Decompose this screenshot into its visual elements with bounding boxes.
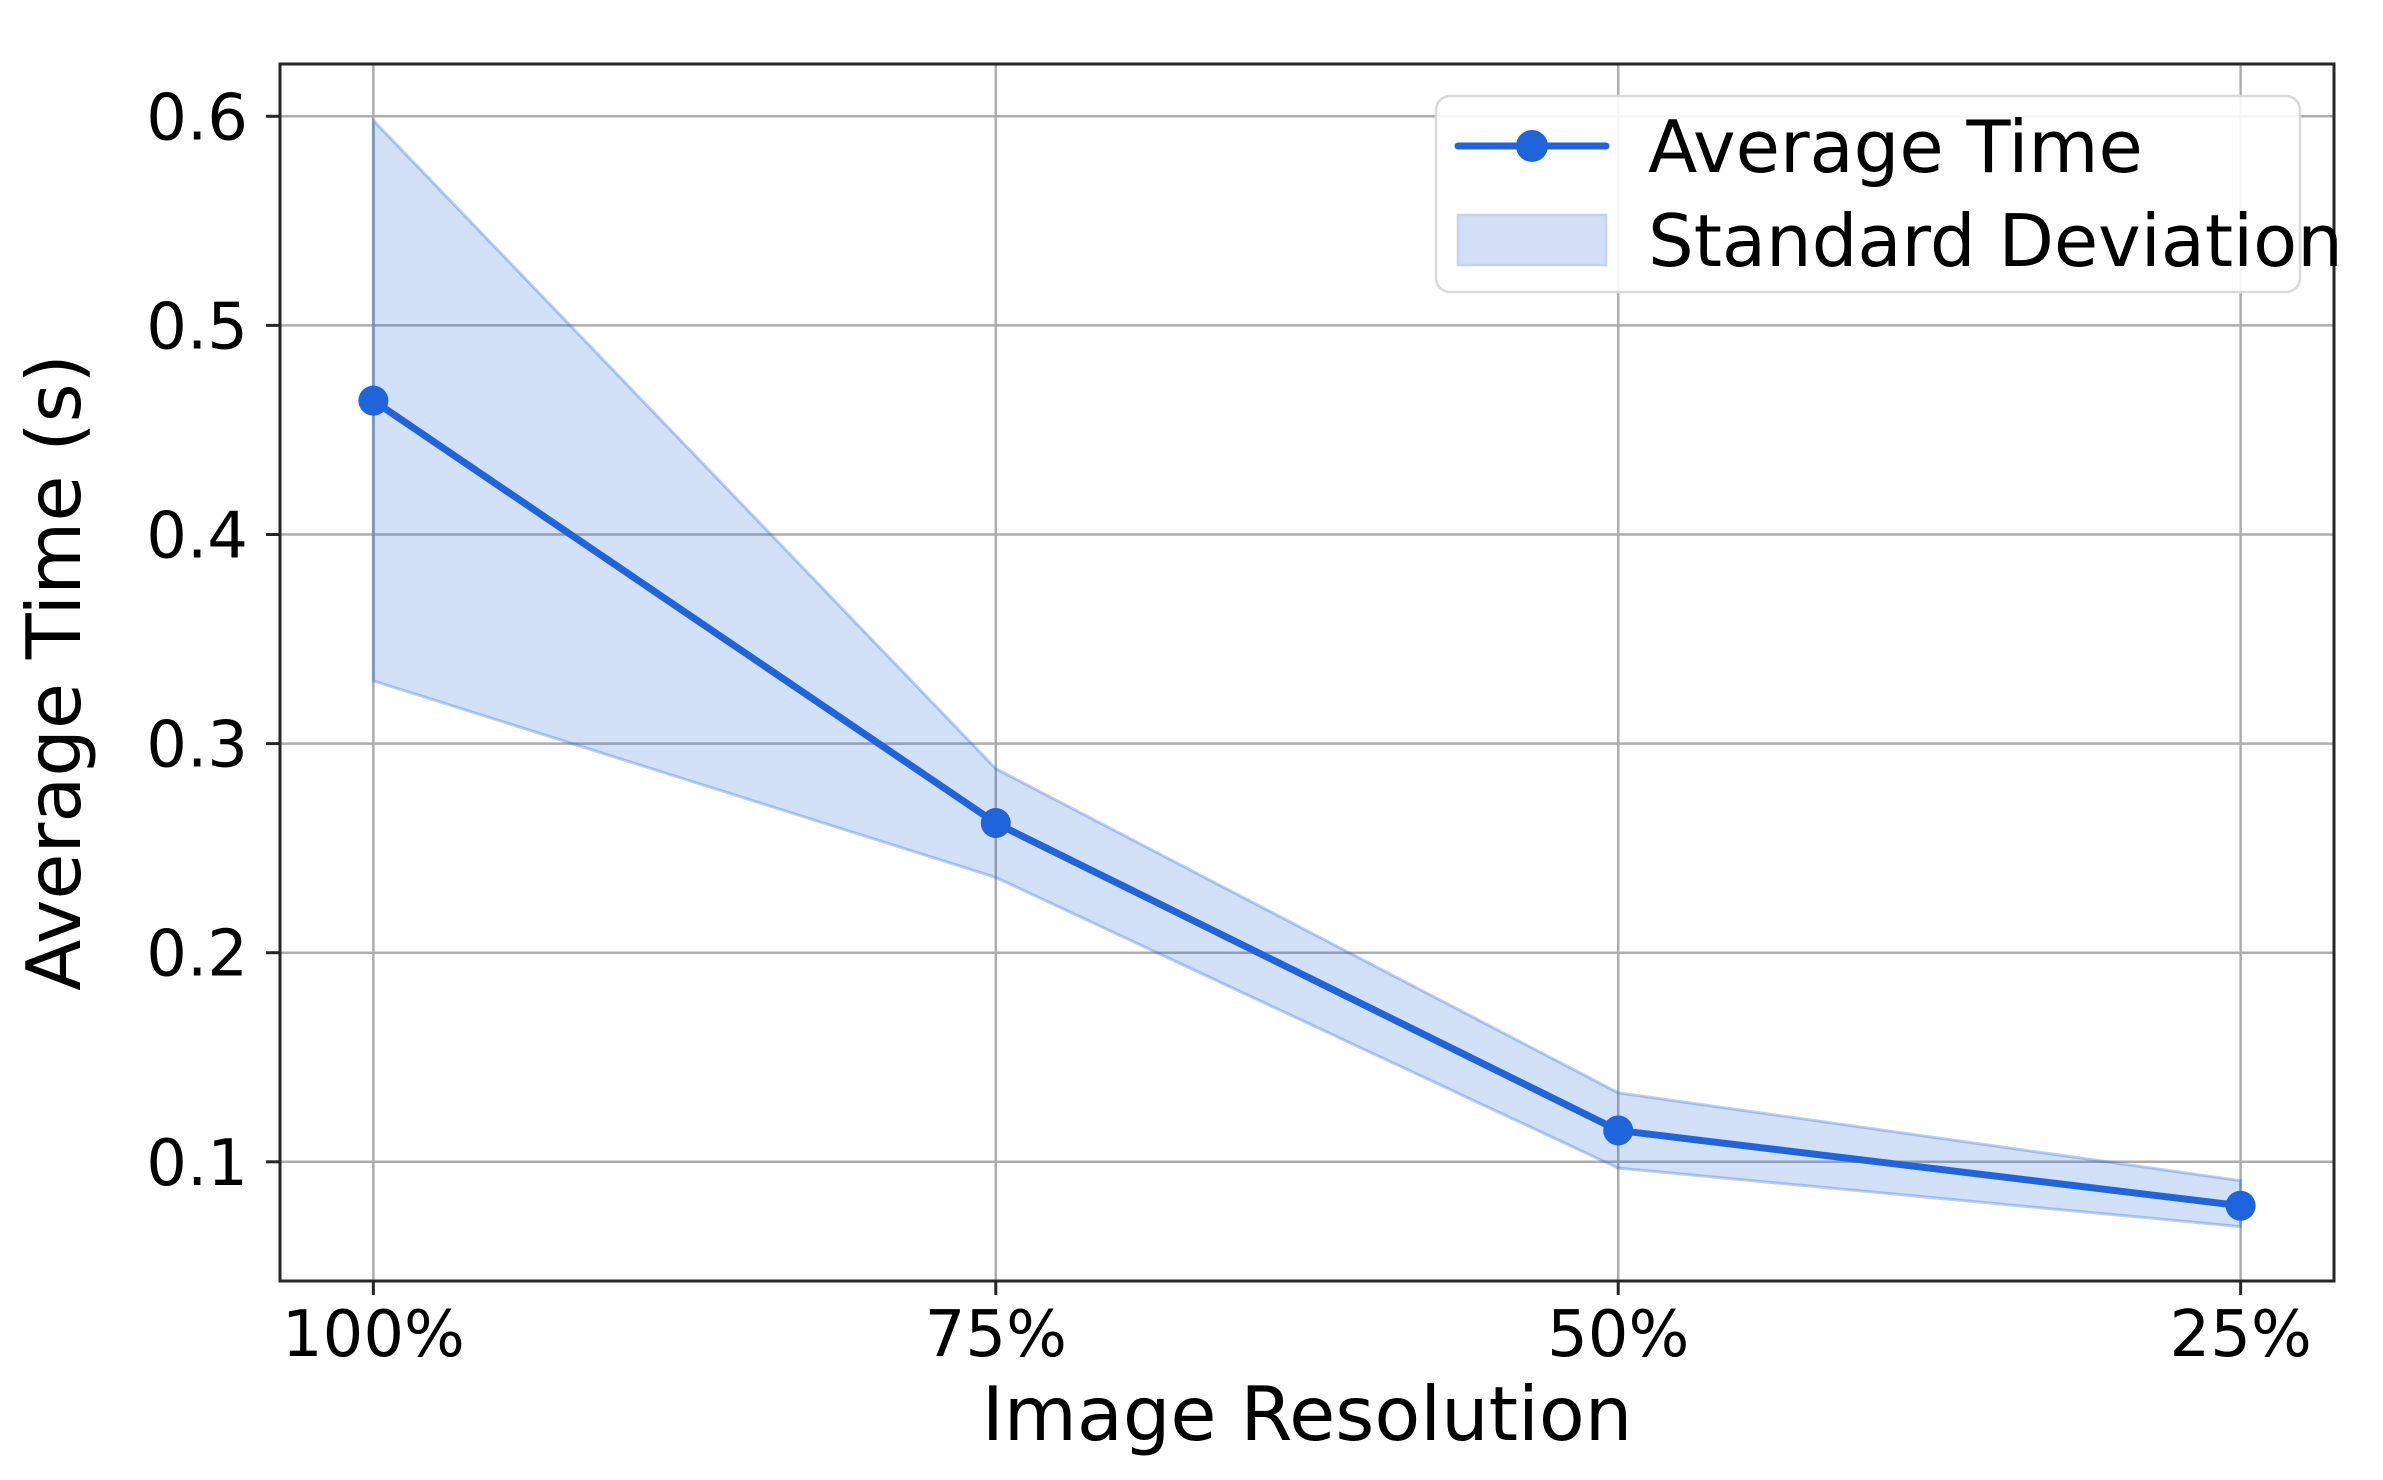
x-tick-label-100%: 100%	[282, 1298, 465, 1372]
legend-label-average-time: Average Time	[1648, 105, 2143, 189]
std-deviation-band	[371, 116, 2243, 1229]
data-point-75%	[980, 808, 1011, 839]
y-tick-label-0.3: 0.3	[146, 709, 248, 783]
y-tick-labels: 0.1 0.2 0.3 0.4 0.5 0.6	[146, 81, 248, 1201]
plot-border	[278, 62, 2336, 1283]
legend-patch-icon	[1456, 213, 1608, 267]
tick-marks	[266, 114, 2243, 1295]
data-point-100%	[358, 385, 389, 416]
legend-label-standard-deviation: Standard Deviation	[1648, 199, 2343, 283]
x-axis-label: Image Resolution	[982, 1370, 1633, 1458]
y-tick-label-0.1: 0.1	[146, 1127, 248, 1201]
data-points	[358, 385, 2256, 1221]
data-point-25%	[2225, 1190, 2256, 1221]
legend-box	[1434, 94, 2302, 294]
y-tick-label-0.6: 0.6	[146, 81, 248, 155]
x-tick-label-75%: 75%	[925, 1298, 1067, 1372]
y-tick-label-0.2: 0.2	[146, 918, 248, 992]
x-tick-labels: 100% 75% 50% 25%	[282, 1298, 2312, 1372]
y-axis-label: Average Time (s)	[10, 354, 98, 991]
y-tick-label-0.5: 0.5	[146, 290, 248, 364]
legend-marker-icon	[1516, 130, 1548, 162]
x-tick-label-50%: 50%	[1547, 1298, 1689, 1372]
data-point-50%	[1603, 1115, 1634, 1146]
average-time-line	[369, 397, 2245, 1210]
y-tick-label-0.4: 0.4	[146, 499, 248, 573]
x-tick-label-25%: 25%	[2170, 1298, 2312, 1372]
legend: Average Time Standard Deviation	[1434, 94, 2343, 294]
